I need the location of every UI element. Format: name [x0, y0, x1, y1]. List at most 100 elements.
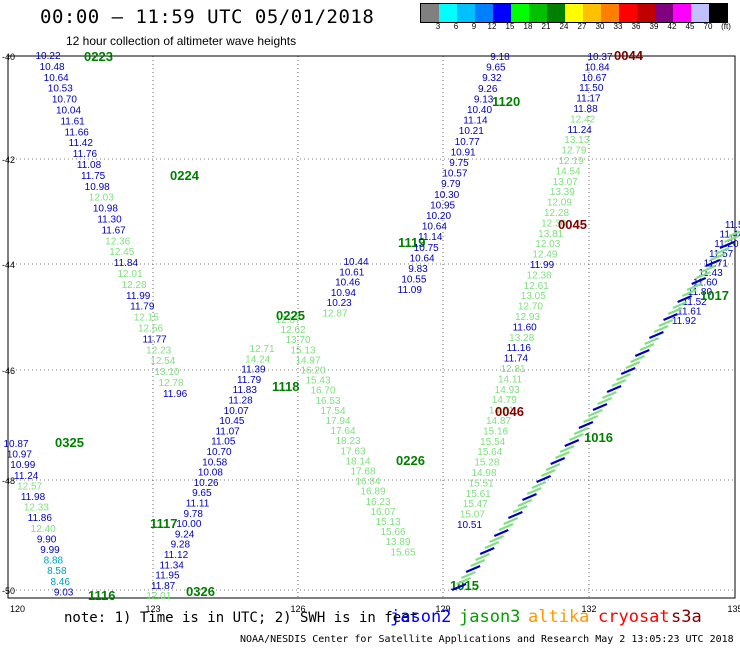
track-dense-mark — [672, 300, 688, 310]
scale-swatch — [637, 4, 655, 22]
swh-value: 9.18 — [490, 52, 510, 63]
swh-value: 10.51 — [457, 520, 482, 531]
swh-value: 12.70 — [518, 302, 543, 313]
swh-value: 17.63 — [340, 446, 365, 457]
track-dense-mark — [583, 414, 599, 424]
legend-s3a: s3a — [671, 607, 702, 627]
track-dense-mark — [573, 426, 589, 436]
swh-value: 12.61 — [524, 281, 549, 292]
scale-label: 6 — [453, 22, 459, 31]
swh-value: 8.88 — [44, 556, 64, 567]
swh-value: 15.65 — [390, 547, 415, 558]
swh-value: 11.52 — [682, 297, 707, 308]
swh-value: 15.13 — [375, 517, 400, 528]
swh-value: 17.54 — [320, 406, 345, 417]
scale-label: 70 — [703, 22, 713, 31]
swh-value: 16.84 — [355, 477, 380, 488]
swh-value: 13.81 — [538, 229, 563, 240]
track-dense-mark — [601, 390, 617, 400]
track-dense-mark — [451, 582, 467, 592]
track-dense-mark — [531, 480, 547, 490]
track-dense-mark — [592, 402, 608, 412]
swh-value: 10.07 — [224, 406, 249, 417]
swh-value: 11.09 — [398, 285, 423, 296]
swh-value: 12.23 — [146, 345, 171, 356]
footer-credit: NOAA/NESDIS Center for Satellite Applica… — [240, 634, 734, 645]
pass-time-label: 1119 — [398, 235, 426, 250]
scale-label: 45 — [685, 22, 695, 31]
pass-time-label: 1016 — [584, 430, 613, 445]
track-dense-mark — [714, 246, 730, 256]
pass-time-label: 0325 — [55, 435, 84, 450]
track-dense-mark — [691, 276, 707, 286]
scale-swatch — [655, 4, 673, 22]
scale-swatch — [547, 4, 565, 22]
swh-value: 16.07 — [370, 507, 395, 518]
swh-value: 10.87 — [3, 439, 28, 450]
track-dense-mark — [522, 492, 537, 502]
legend-jason3: jason3 — [459, 607, 521, 627]
track-dense-mark — [507, 510, 523, 520]
swh-value: 13.05 — [521, 291, 546, 302]
scale-swatch — [619, 4, 637, 22]
swh-value: 10.97 — [7, 450, 32, 461]
swh-value: 10.22 — [35, 51, 60, 62]
scale-label: 15 — [505, 22, 515, 31]
swh-value: 12.87 — [275, 315, 300, 326]
track-dense-mark — [470, 558, 486, 568]
legend-jason2: jason2 — [390, 607, 452, 627]
swh-value: 16.23 — [365, 497, 390, 508]
swh-value: 10.44 — [343, 257, 368, 268]
scale-swatch — [475, 4, 493, 22]
track-dense-mark — [724, 234, 740, 244]
swh-value: 14.11 — [498, 374, 523, 385]
swh-value: 14.97 — [295, 355, 320, 366]
scale-swatch — [421, 4, 439, 22]
track-dense-mark — [456, 576, 472, 586]
swh-value: 15.07 — [460, 510, 485, 521]
swh-value: 16.53 — [315, 396, 340, 407]
swh-value: 11.61 — [677, 306, 702, 317]
swh-value: 10.77 — [455, 137, 480, 148]
swh-value: 12.28 — [122, 280, 147, 291]
track-dense-mark — [616, 372, 631, 382]
swh-value: 10.70 — [52, 95, 77, 106]
pass-time-label: 0326 — [186, 584, 215, 599]
track-dense-mark — [536, 474, 552, 484]
swh-value: 11.79 — [130, 302, 155, 313]
track-dense-mark — [728, 230, 740, 238]
swh-value: 11.07 — [215, 426, 240, 437]
swh-value: 14.24 — [245, 354, 270, 365]
track-dense-mark — [484, 540, 500, 550]
swh-value: 11.79 — [237, 375, 262, 386]
swh-value: 11.99 — [530, 260, 555, 271]
swh-value: 13.89 — [385, 537, 410, 548]
scale-swatch — [691, 4, 709, 22]
swh-value: 11.83 — [233, 385, 258, 396]
swh-value: 10.70 — [206, 447, 231, 458]
lat-tick-label: -44 — [2, 260, 15, 270]
swh-value: 12.54 — [150, 356, 175, 367]
swh-value: 11.24 — [14, 471, 39, 482]
scale-label: 3 — [435, 22, 441, 31]
swh-value: 9.79 — [441, 179, 461, 190]
pass-time-label: 0223 — [84, 49, 113, 64]
scale-swatch — [601, 4, 619, 22]
track-dense-mark — [634, 348, 650, 358]
swh-value: 11.77 — [142, 334, 167, 345]
track-dense-mark — [620, 366, 636, 376]
swh-value: 16.20 — [300, 366, 325, 377]
pass-time-label: 0044 — [614, 48, 644, 63]
swh-value: 11.87 — [151, 581, 176, 592]
swh-value: 15.13 — [290, 345, 315, 356]
swh-value: 13.28 — [509, 333, 534, 344]
lon-tick-label: 132 — [581, 604, 596, 614]
track-dense-mark — [639, 342, 655, 352]
swh-color-scale-labels: 3 6 9 12 15 18 21 24 27 30 33 36 39 42 45 70 (ft) — [420, 22, 740, 36]
track-dense-mark — [569, 432, 584, 442]
swh-value: 8.58 — [47, 566, 67, 577]
track-dense-mark — [475, 552, 490, 562]
lat-tick-label: -46 — [2, 366, 15, 376]
swh-value: 12.03 — [535, 239, 560, 250]
